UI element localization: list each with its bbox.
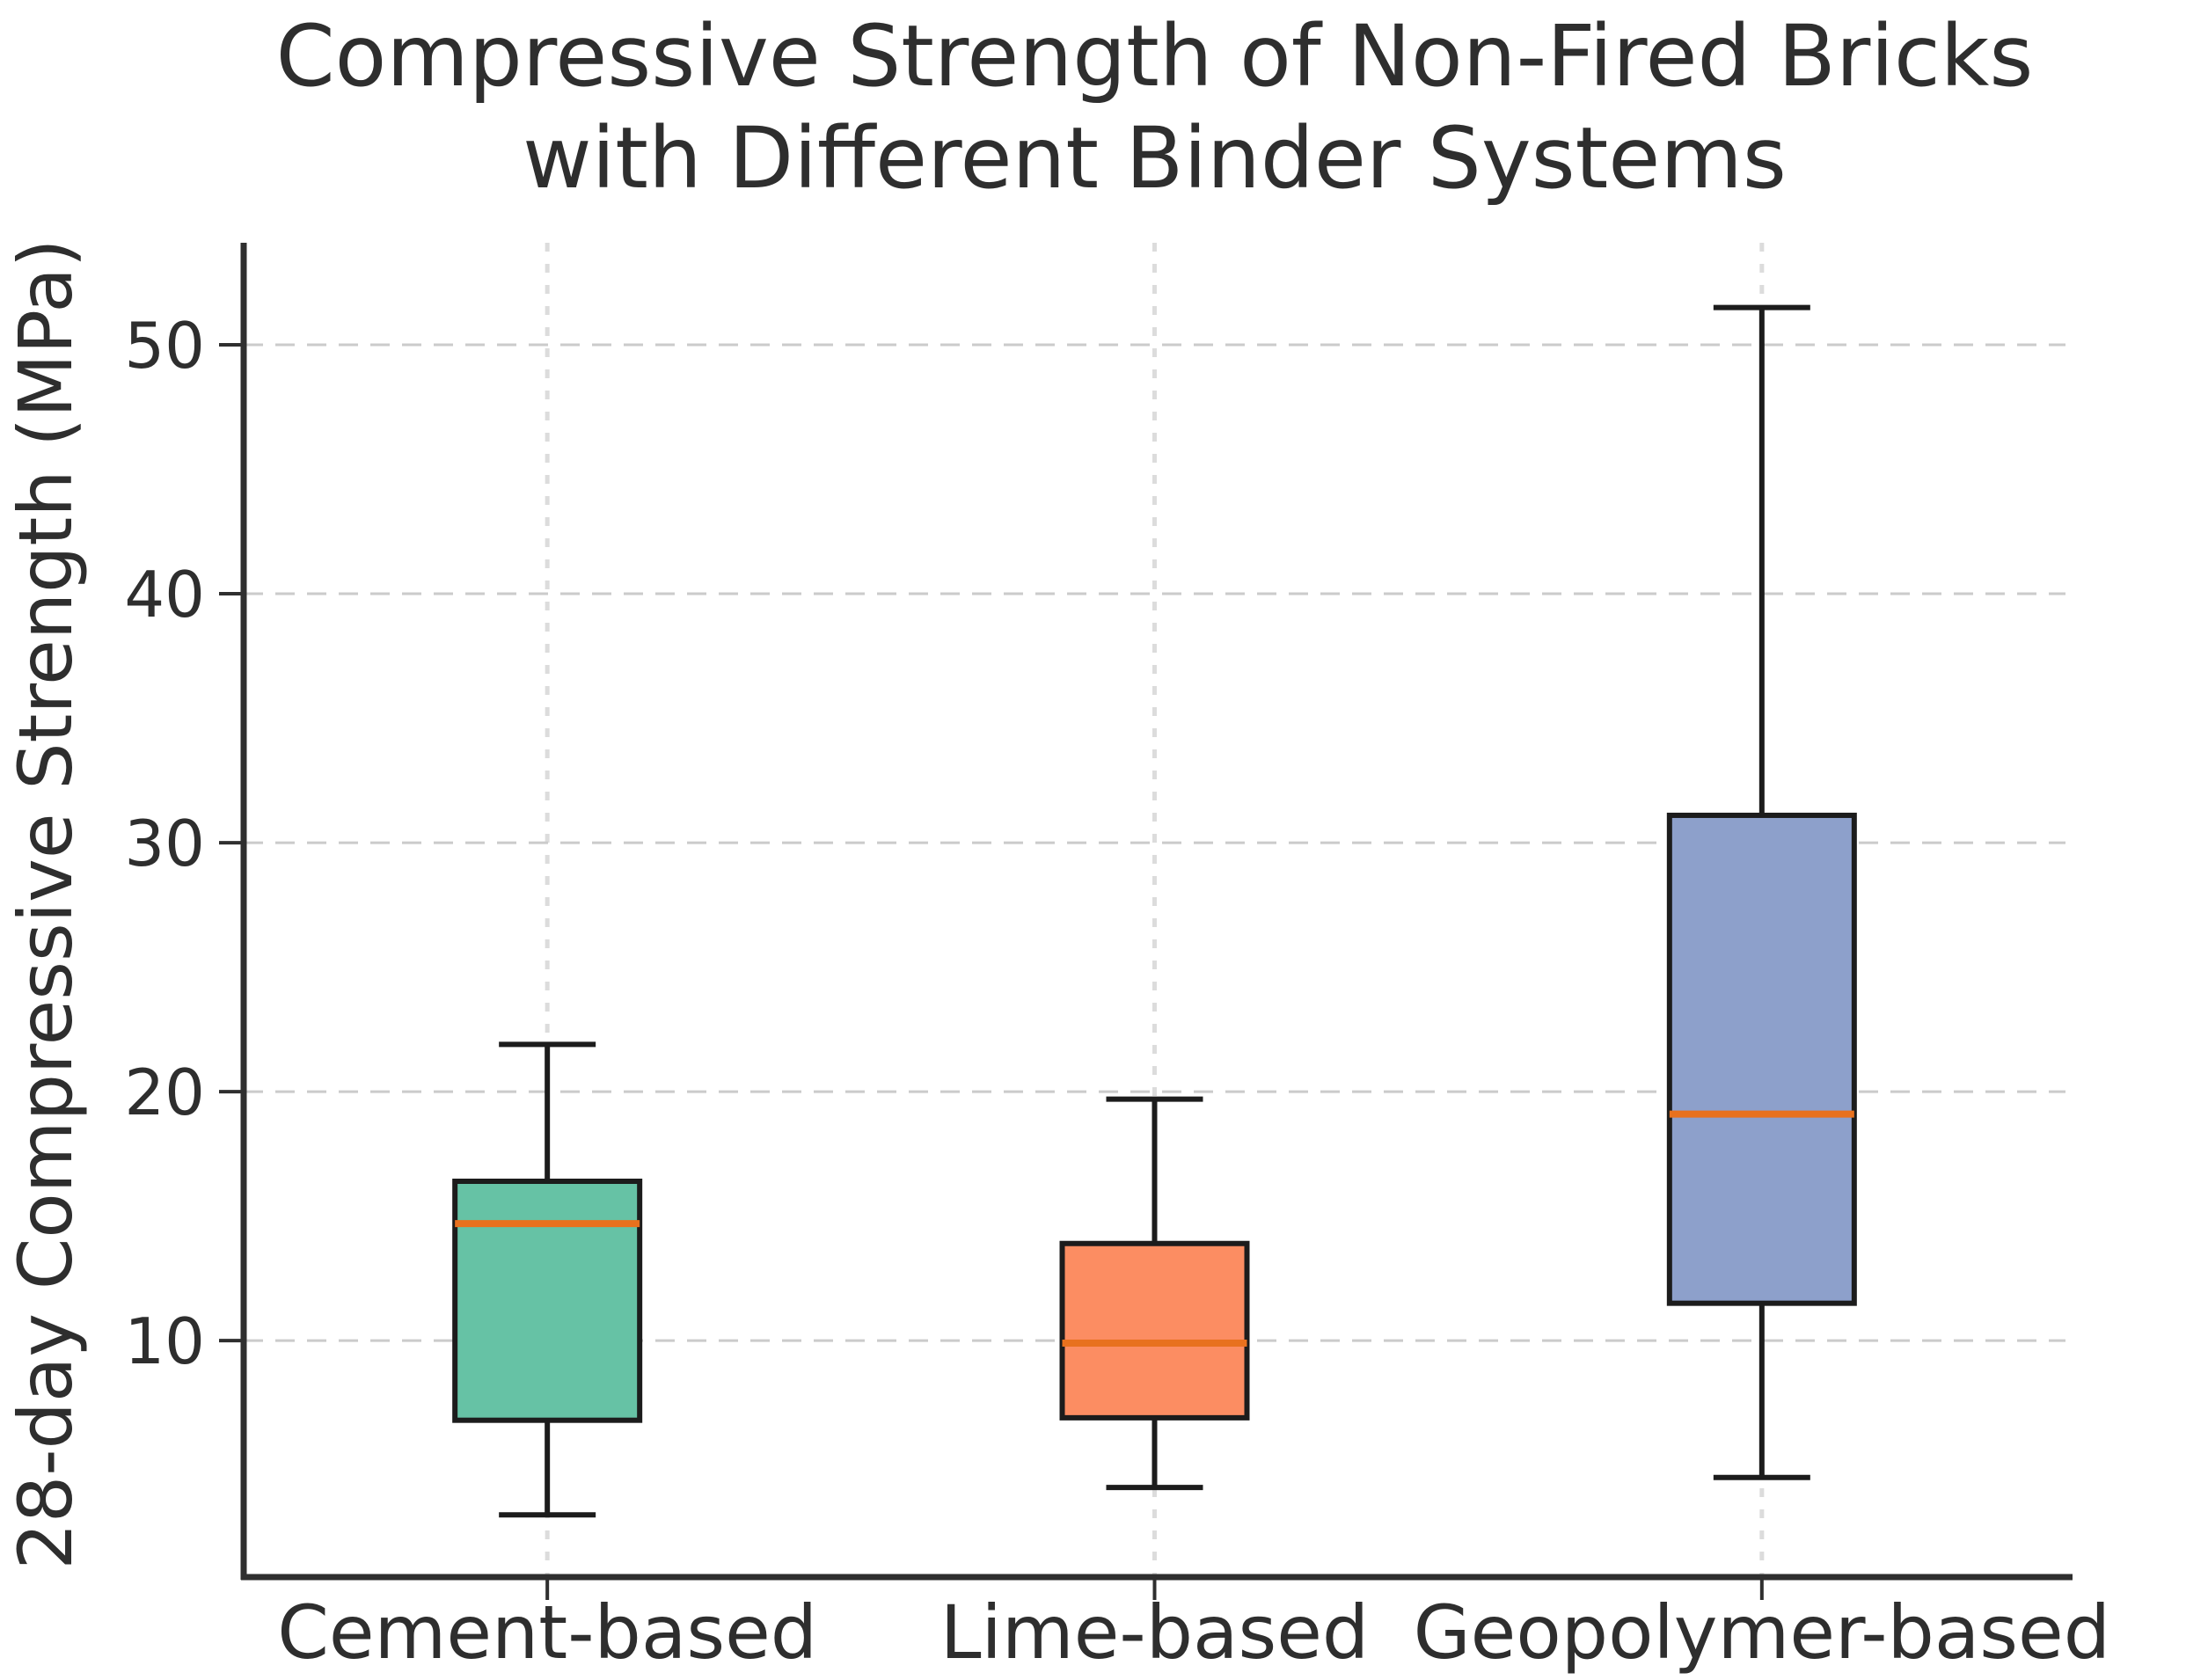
box-geopolymer-based — [1666, 812, 1857, 1306]
ytick-label-50: 50 — [124, 309, 205, 383]
box-lime-based — [1059, 1240, 1250, 1421]
chart-title: Compressive Strength of Non-Fired Bricks… — [244, 5, 2065, 209]
chart-title-line2: with Different Binder Systems — [523, 109, 1787, 208]
ytick-label-30: 30 — [124, 807, 205, 880]
box-cement-based — [452, 1178, 643, 1423]
xtick-label-geopolymer-based: Geopolymer-based — [1414, 1589, 2110, 1676]
ytick-label-10: 10 — [124, 1304, 205, 1378]
xtick-label-cement-based: Cement-based — [277, 1589, 817, 1676]
xtick-label-lime-based: Lime-based — [940, 1589, 1370, 1676]
ytick-label-40: 40 — [124, 558, 205, 632]
ytick-label-20: 20 — [124, 1055, 205, 1129]
chart-title-line1: Compressive Strength of Non-Fired Bricks — [275, 7, 2034, 106]
